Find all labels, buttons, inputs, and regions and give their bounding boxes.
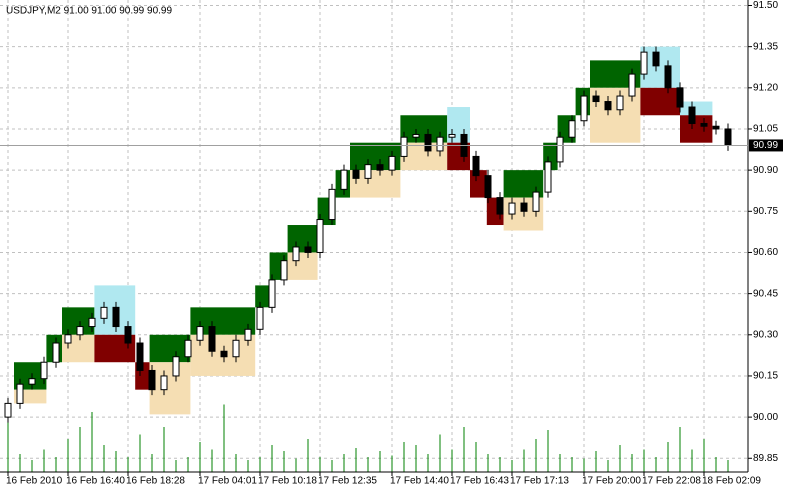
candle-body [256, 306, 264, 330]
candle-body [292, 246, 300, 262]
candle-body [244, 328, 252, 341]
x-tick-label: 17 Feb 12:35 [318, 476, 377, 487]
y-tick-label: 91.50 [753, 0, 778, 11]
last-price-label: 90.99 [753, 140, 778, 151]
x-tick-label: 16 Feb 18:28 [126, 476, 185, 487]
candle-body [112, 306, 120, 328]
y-tick-label: 89.85 [753, 453, 778, 464]
candle-body [424, 133, 432, 152]
candle-body [172, 356, 180, 377]
candle-body [160, 375, 168, 391]
candle-body [436, 136, 444, 152]
candle-body [268, 279, 276, 308]
candle-body [412, 133, 420, 138]
range-box [287, 225, 318, 253]
x-tick-label: 17 Feb 14:40 [390, 476, 449, 487]
candle-body [388, 155, 396, 171]
y-tick-label: 90.60 [753, 247, 778, 258]
candle-body [400, 136, 408, 157]
candle-body [640, 51, 648, 75]
last-price-box [749, 139, 783, 152]
candle-body [4, 402, 12, 418]
range-box [149, 334, 191, 363]
candle-body [508, 202, 516, 215]
x-tick-label: 17 Feb 20:00 [582, 476, 641, 487]
candle-body [328, 188, 336, 221]
candle-body [184, 339, 192, 358]
candle-body [628, 73, 636, 97]
candle-body [352, 169, 360, 179]
x-tick-label: 17 Feb 17:13 [510, 476, 569, 487]
candle-body [88, 317, 96, 328]
candle-body [316, 219, 324, 253]
range-box [470, 170, 487, 198]
y-tick-label: 91.05 [753, 124, 778, 135]
candle-body [676, 87, 684, 108]
candle-body [568, 120, 576, 138]
candle-body [544, 161, 552, 193]
range-box [287, 252, 318, 280]
candle-body [16, 383, 24, 404]
x-tick-label: 17 Feb 16:43 [450, 476, 509, 487]
range-box [640, 87, 680, 116]
candle-body [40, 361, 48, 380]
candle-body [724, 128, 732, 146]
candle-body [64, 334, 72, 344]
x-tick-label: 17 Feb 04:01 [198, 476, 257, 487]
candle-body [664, 65, 672, 89]
candle-body [196, 326, 204, 341]
y-tick-label: 90.00 [753, 412, 778, 423]
x-tick-label: 16 Feb 16:40 [66, 476, 125, 487]
candle-body [532, 191, 540, 212]
candle-body [148, 369, 156, 391]
candle-body [136, 342, 144, 371]
y-tick-label: 91.20 [753, 82, 778, 93]
x-tick-label: 18 Feb 02:09 [702, 476, 761, 487]
x-tick-label: 17 Feb 10:18 [258, 476, 317, 487]
x-tick-label: 16 Feb 2010 [6, 476, 63, 487]
candle-body [232, 339, 240, 358]
y-tick-label: 90.90 [753, 165, 778, 176]
y-tick-label: 91.35 [753, 41, 778, 52]
candle-body [28, 378, 36, 385]
candle-body [604, 101, 612, 111]
chart-title: USDJPY,M2 91.00 91.00 90.99 90.99 [6, 6, 172, 17]
candle-body [472, 155, 480, 177]
y-tick-label: 90.75 [753, 206, 778, 217]
candle-body [340, 169, 348, 190]
candle-body [652, 51, 660, 67]
candle-body [220, 350, 228, 358]
range-box [680, 101, 713, 116]
range-box [680, 115, 713, 143]
candle-body [484, 175, 492, 199]
candle-body [280, 260, 288, 281]
range-box [255, 285, 270, 308]
candle-body [364, 164, 372, 179]
candle-body [520, 202, 528, 212]
range-box [149, 362, 191, 415]
candle-body [376, 164, 384, 171]
candle-body [700, 122, 708, 127]
y-tick-label: 90.15 [753, 371, 778, 382]
candle-body [592, 95, 600, 103]
candle-body [580, 95, 588, 122]
candle-body [688, 106, 696, 124]
candle-body [556, 136, 564, 163]
candle-body [52, 342, 60, 363]
candle-body [448, 133, 456, 138]
candle-body [124, 326, 132, 344]
y-tick-label: 90.45 [753, 288, 778, 299]
candle-body [616, 95, 624, 111]
x-tick-label: 17 Feb 22:08 [642, 476, 701, 487]
candle-body [304, 246, 312, 253]
candle-body [496, 197, 504, 215]
candle-body [712, 125, 720, 130]
candle-body [100, 306, 108, 319]
candle-body [208, 326, 216, 352]
y-tick-label: 90.30 [753, 329, 778, 340]
candle-body [76, 326, 84, 336]
